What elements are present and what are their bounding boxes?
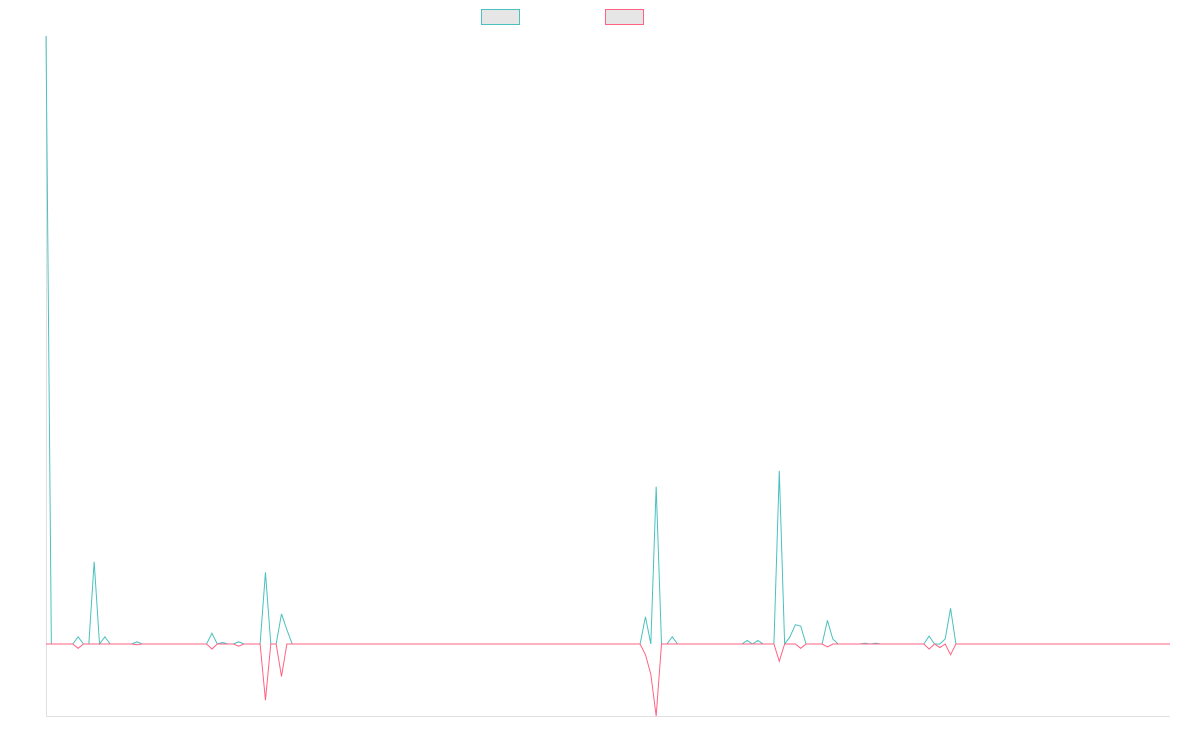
legend-item-series-1[interactable] <box>481 9 520 25</box>
legend-item-series-2[interactable] <box>605 9 644 25</box>
series-2-line <box>46 643 1170 717</box>
series-1-line <box>45 35 1170 646</box>
series-layer <box>45 35 1170 717</box>
